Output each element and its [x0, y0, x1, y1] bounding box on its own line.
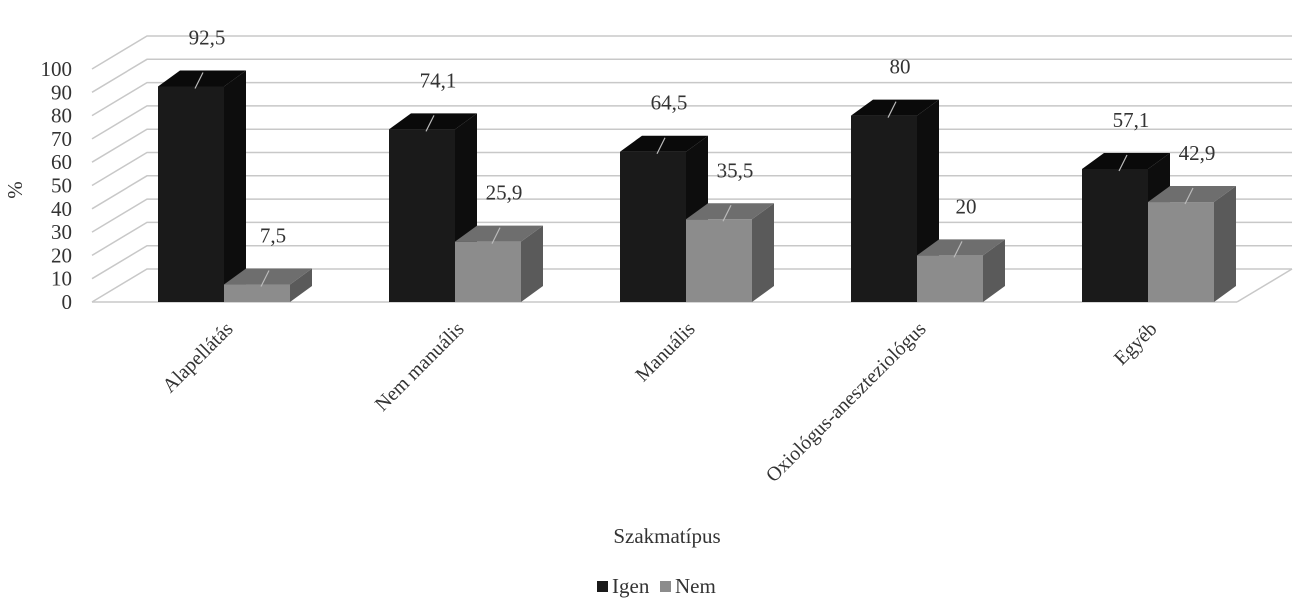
bar-nem-egyeb-front — [1148, 202, 1214, 302]
category-labels: Alapellátás Nem manuális Manuális Oxiológus… — [158, 318, 1161, 487]
gridline — [91, 35, 1292, 70]
bar-igen-alapellatas-side — [224, 70, 246, 302]
data-label-igen-oxiologus-aneszteziologus: 80 — [890, 55, 911, 79]
bar-nem-manualis — [686, 203, 774, 302]
bar-nem-egyeb — [1148, 186, 1236, 302]
bar-nem-nem-manualis-front — [455, 241, 521, 302]
y-tick-label: 20 — [51, 243, 72, 267]
leader-line — [1184, 187, 1194, 205]
data-label-nem-alapellatas: 7,5 — [260, 224, 286, 248]
bar-nem-manualis-front — [686, 219, 752, 302]
legend-item-nem: Nem — [660, 574, 716, 598]
legend-label-nem: Nem — [675, 574, 716, 598]
category-label-nem-manualis: Nem manuális — [371, 318, 469, 416]
bar-nem-nem-manualis-top — [455, 225, 543, 242]
bar-nem-egyeb-side — [1214, 186, 1236, 302]
y-tick-label: 40 — [51, 197, 72, 221]
gridline — [91, 58, 1292, 93]
leader-line — [722, 205, 732, 222]
data-label-nem-nem-manualis: 25,9 — [486, 181, 523, 205]
leader-line — [953, 241, 963, 258]
bar-igen-nem-manualis — [389, 113, 477, 302]
data-label-nem-oxiologus-aneszteziologus: 20 — [956, 194, 977, 218]
category-label-manualis: Manuális — [631, 318, 699, 386]
category-label-alapellatas: Alapellátás — [158, 318, 237, 397]
y-tick-label: 60 — [51, 150, 72, 174]
leader-line — [194, 72, 204, 89]
bar-nem-egyeb-top — [1148, 186, 1236, 203]
data-label-igen-alapellatas: 92,5 — [189, 25, 226, 49]
bar-igen-oxiologus-aneszteziologus-front — [851, 115, 917, 302]
y-tick-label: 10 — [51, 267, 72, 291]
bar-igen-nem-manualis-top — [389, 113, 477, 130]
leader-line — [491, 227, 501, 244]
legend-swatch-nem — [660, 581, 671, 592]
leader-line — [260, 270, 270, 287]
y-tick-label: 70 — [51, 127, 72, 151]
bar-nem-oxiologus-aneszteziologus-top — [917, 239, 1005, 256]
leader-line — [425, 115, 435, 132]
y-tick-label: 50 — [51, 174, 72, 198]
y-axis-title: % — [3, 181, 27, 199]
floor-side-edge — [1236, 268, 1293, 303]
bar-nem-manualis-side — [752, 203, 774, 302]
data-label-nem-manualis: 35,5 — [717, 158, 754, 182]
bar-nem-manualis-top — [686, 203, 774, 220]
bars — [158, 70, 1236, 302]
bar-nem-oxiologus-aneszteziologus — [917, 239, 1005, 302]
y-tick-label: 90 — [51, 80, 72, 104]
bar-nem-oxiologus-aneszteziologus-front — [917, 255, 983, 302]
leader-line — [887, 101, 897, 118]
bar-nem-alapellatas — [224, 268, 312, 302]
gridline — [91, 81, 1292, 117]
bar-igen-egyeb-top — [1082, 152, 1170, 169]
bar-nem-alapellatas-side — [290, 268, 312, 302]
data-label-igen-manualis: 64,5 — [651, 91, 688, 115]
category-label-oxiologus-aneszteziologus: Oxiológus-aneszteziológus — [762, 318, 931, 487]
y-tick-label: 0 — [62, 290, 73, 314]
bar-nem-nem-manualis-side — [521, 225, 543, 302]
bar-igen-oxiologus-aneszteziologus-top — [851, 99, 939, 116]
data-labels: 92,5 7,5 74,1 25,9 64,5 35,5 80 20 57,1 42,9 — [189, 25, 1216, 287]
bar-igen-alapellatas — [158, 70, 246, 302]
bar-igen-alapellatas-front — [158, 86, 224, 302]
data-label-nem-egyeb: 42,9 — [1179, 141, 1216, 165]
bar-igen-egyeb-front — [1082, 168, 1148, 302]
leader-line — [656, 137, 666, 154]
bar-igen-alapellatas-top — [158, 70, 246, 87]
y-tick-label: 80 — [51, 104, 72, 128]
legend-label-igen: Igen — [612, 574, 650, 598]
category-label-egyeb: Egyéb — [1110, 318, 1162, 370]
bar-nem-alapellatas-top — [224, 268, 312, 285]
bar-igen-manualis-top — [620, 135, 708, 152]
y-tick-label: 100 — [41, 57, 73, 81]
bar-nem-alapellatas-front — [224, 284, 290, 302]
leader-line — [1118, 154, 1128, 172]
x-axis-title: Szakmatípus — [613, 524, 720, 548]
bar-nem-nem-manualis — [455, 225, 543, 302]
bar-nem-oxiologus-aneszteziologus-side — [983, 239, 1005, 302]
legend-swatch-igen — [597, 581, 608, 592]
data-label-igen-egyeb: 57,1 — [1113, 108, 1150, 132]
y-tick-label: 30 — [51, 220, 72, 244]
bar-igen-nem-manualis-front — [389, 129, 455, 302]
bar-igen-manualis-front — [620, 151, 686, 302]
data-label-igen-nem-manualis: 74,1 — [420, 68, 457, 92]
legend-item-igen: Igen — [597, 574, 650, 598]
legend: Igen Nem — [597, 574, 716, 598]
